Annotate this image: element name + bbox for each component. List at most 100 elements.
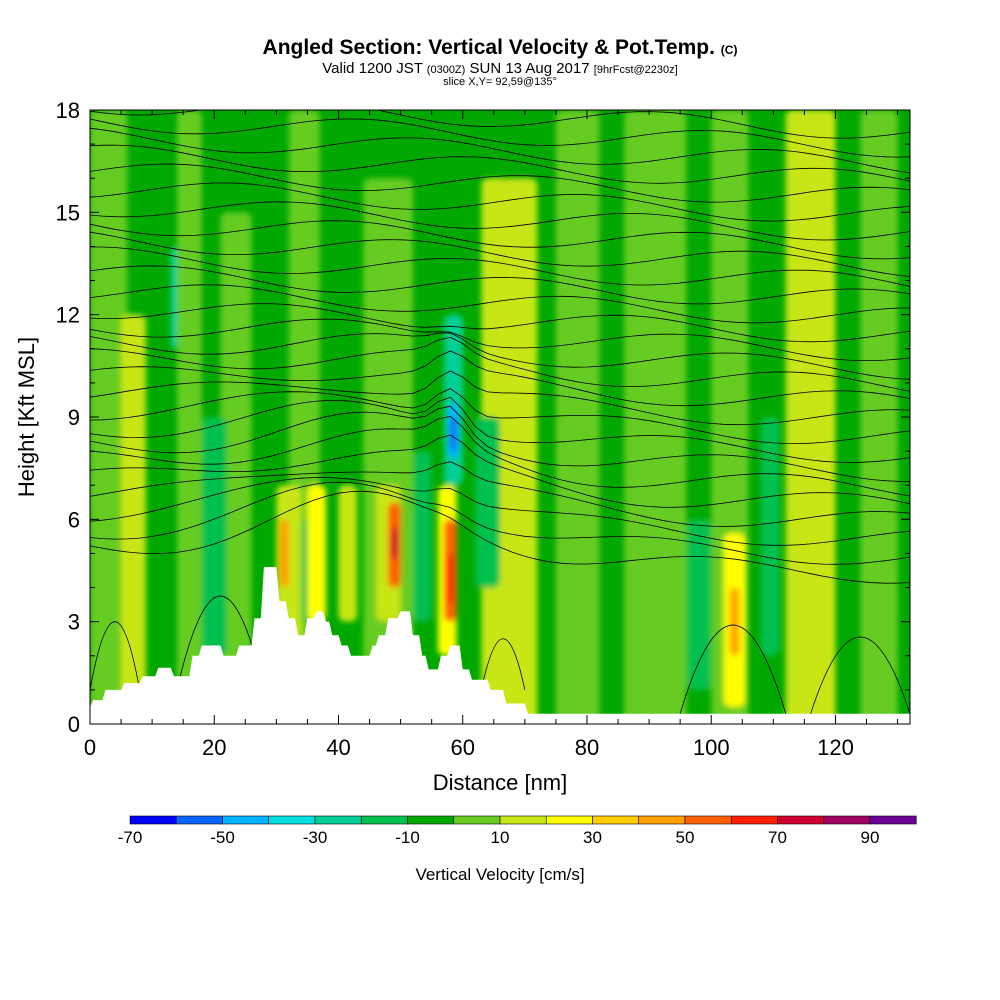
contour-line bbox=[90, 332, 910, 380]
contour-line bbox=[679, 624, 787, 714]
colorbar-tick-label: 50 bbox=[676, 828, 695, 847]
velocity-cell bbox=[555, 110, 600, 724]
colorbar-swatch bbox=[684, 815, 732, 825]
contour-line bbox=[90, 415, 910, 497]
contour-line bbox=[90, 477, 910, 546]
contour-line bbox=[90, 481, 910, 565]
x-tick-label: 0 bbox=[84, 735, 96, 760]
velocity-field bbox=[90, 110, 910, 724]
x-tick-label: 20 bbox=[202, 735, 226, 760]
velocity-cell bbox=[279, 519, 289, 588]
colorbar-swatch bbox=[730, 815, 778, 825]
x-tick-label: 80 bbox=[575, 735, 599, 760]
y-tick-label: 6 bbox=[68, 507, 80, 532]
contour-line bbox=[90, 370, 910, 426]
contour-line bbox=[90, 336, 910, 392]
colorbar-swatch bbox=[453, 815, 501, 825]
contour-line bbox=[90, 434, 910, 508]
colorbar-swatch bbox=[592, 815, 640, 825]
contour-line bbox=[90, 388, 910, 445]
contour-line bbox=[90, 265, 910, 305]
contour-line bbox=[90, 201, 910, 241]
contour-line bbox=[90, 163, 910, 203]
velocity-cell bbox=[481, 178, 538, 724]
contour-line bbox=[90, 231, 910, 277]
velocity-cell bbox=[447, 553, 454, 605]
y-tick-label: 12 bbox=[56, 303, 80, 328]
contour-line bbox=[90, 118, 910, 158]
contour-line bbox=[90, 303, 910, 343]
colorbar-swatch bbox=[175, 815, 223, 825]
colorbar-swatch bbox=[360, 815, 408, 825]
y-tick-label: 15 bbox=[56, 200, 80, 225]
colorbar-swatch bbox=[499, 815, 547, 825]
contour-line bbox=[90, 405, 910, 482]
x-tick-label: 40 bbox=[326, 735, 350, 760]
colorbar-swatch bbox=[823, 815, 871, 825]
velocity-cell bbox=[860, 110, 898, 724]
velocity-cell bbox=[176, 110, 202, 724]
chart-title: Angled Section: Vertical Velocity & Pot.… bbox=[262, 36, 738, 59]
x-tick-label: 60 bbox=[450, 735, 474, 760]
chart-subtitle: Valid 1200 JST (0300Z) SUN 13 Aug 2017 [… bbox=[322, 60, 678, 77]
velocity-cell bbox=[201, 417, 227, 656]
velocity-cell bbox=[90, 110, 128, 724]
velocity-cell bbox=[170, 246, 177, 349]
contour-line bbox=[90, 461, 910, 527]
colorbar-swatch bbox=[314, 815, 362, 825]
velocity-cell bbox=[624, 110, 687, 724]
y-axis-label: Height [Kft MSL] bbox=[14, 337, 39, 497]
velocity-cell bbox=[121, 314, 146, 724]
velocity-cell bbox=[413, 451, 432, 622]
velocity-cell bbox=[450, 417, 457, 452]
colorbar-swatch bbox=[222, 815, 270, 825]
velocity-cell bbox=[220, 212, 252, 724]
y-tick-label: 18 bbox=[56, 98, 80, 123]
contour-line bbox=[480, 638, 526, 690]
contour-line bbox=[810, 636, 910, 714]
colorbar-tick-label: -30 bbox=[303, 828, 328, 847]
colorbar-swatch bbox=[777, 815, 825, 825]
x-tick-label: 120 bbox=[817, 735, 854, 760]
colorbar-swatch bbox=[407, 815, 455, 825]
colorbar-title: Vertical Velocity [cm/s] bbox=[415, 865, 584, 884]
velocity-cell bbox=[785, 110, 836, 724]
contour-line bbox=[90, 350, 910, 407]
y-tick-label: 0 bbox=[68, 712, 80, 737]
slice-info: slice X,Y= 92,59@135° bbox=[443, 76, 557, 88]
colorbar: -70 -50 -30 -10 10 30 50 70 90 bbox=[118, 815, 917, 847]
contour-line bbox=[90, 144, 910, 184]
colorbar-tick-label: 70 bbox=[768, 828, 787, 847]
colorbar-tick-label: -10 bbox=[395, 828, 420, 847]
contour-line bbox=[90, 246, 910, 287]
velocity-cell bbox=[760, 417, 780, 656]
y-tick-label: 9 bbox=[68, 405, 80, 430]
colorbar-tick-label: 90 bbox=[861, 828, 880, 847]
potential-temperature-contours bbox=[90, 110, 910, 714]
colorbar-tick-label: 30 bbox=[583, 828, 602, 847]
contour-line bbox=[90, 621, 141, 690]
velocity-cell bbox=[686, 519, 712, 690]
colorbar-swatch bbox=[545, 815, 593, 825]
colorbar-tick-label: 10 bbox=[491, 828, 510, 847]
velocity-cell bbox=[391, 526, 398, 561]
contour-line bbox=[90, 182, 910, 222]
colorbar-swatch bbox=[638, 815, 686, 825]
velocity-cell bbox=[338, 485, 358, 622]
velocity-cell bbox=[475, 417, 500, 588]
contour-line bbox=[90, 127, 910, 174]
colorbar-swatch bbox=[129, 815, 177, 825]
contour-line bbox=[90, 284, 910, 324]
contour-line bbox=[90, 110, 910, 139]
velocity-cell bbox=[729, 587, 740, 656]
colorbar-tick-label: -70 bbox=[118, 828, 143, 847]
contour-line bbox=[90, 220, 910, 260]
contour-line bbox=[90, 490, 910, 584]
contour-line bbox=[90, 318, 910, 361]
velocity-cell bbox=[307, 485, 327, 622]
y-tick-label: 3 bbox=[68, 610, 80, 635]
contour-line bbox=[90, 396, 910, 463]
x-axis-label: Distance [nm] bbox=[433, 770, 568, 795]
colorbar-swatch bbox=[268, 815, 316, 825]
